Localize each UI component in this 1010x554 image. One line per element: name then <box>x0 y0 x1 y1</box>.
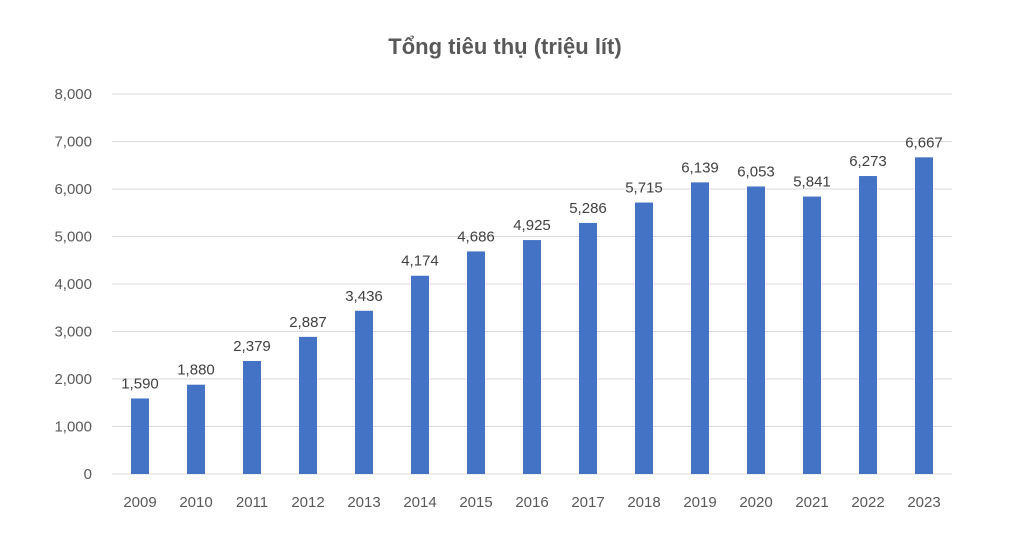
data-label-2012: 2,887 <box>289 314 327 331</box>
y-tick-label: 6,000 <box>54 181 92 198</box>
bar-2018 <box>635 202 653 474</box>
bar-2013 <box>355 310 373 474</box>
x-tick-label-2023: 2023 <box>907 494 940 511</box>
x-tick-label-2016: 2016 <box>515 494 548 511</box>
x-tick-label-2012: 2012 <box>291 494 324 511</box>
data-label-2018: 5,715 <box>625 180 663 197</box>
bar-2017 <box>579 222 597 474</box>
y-tick-label: 0 <box>84 466 92 483</box>
x-tick-label-2010: 2010 <box>179 494 212 511</box>
data-label-2011: 2,379 <box>233 338 271 355</box>
data-label-2013: 3,436 <box>345 288 383 305</box>
y-axis-ticks: 0 1,000 2,000 3,000 4,000 5,000 6,000 7,000 8,00… <box>54 86 92 483</box>
y-tick-label: 7,000 <box>54 134 92 151</box>
x-tick-label-2013: 2013 <box>347 494 380 511</box>
y-tick-label: 2,000 <box>54 371 92 388</box>
chart-title: Tổng tiêu thụ (triệu lít) <box>388 34 621 59</box>
y-tick-label: 1,000 <box>54 419 92 436</box>
x-tick-label-2020: 2020 <box>739 494 772 511</box>
data-label-2022: 6,273 <box>849 153 887 170</box>
x-tick-label-2021: 2021 <box>795 494 828 511</box>
bar-2010 <box>187 384 205 474</box>
bar-2012 <box>299 336 317 474</box>
data-label-2009: 1,590 <box>121 375 159 392</box>
x-tick-label-2011: 2011 <box>236 494 268 511</box>
y-tick-label: 8,000 <box>54 86 92 103</box>
data-labels: 1,590 1,880 2,379 2,887 3,436 4,174 4,686 4,925… <box>121 134 943 392</box>
bar-2022 <box>859 176 877 474</box>
x-tick-label-2015: 2015 <box>459 494 492 511</box>
data-label-2019: 6,139 <box>681 159 719 176</box>
x-tick-label-2022: 2022 <box>851 494 884 511</box>
data-label-2016: 4,925 <box>513 217 551 234</box>
bar-2009 <box>131 398 149 474</box>
y-tick-label: 4,000 <box>54 276 92 293</box>
data-label-2015: 4,686 <box>457 228 495 245</box>
x-tick-label-2014: 2014 <box>403 494 436 511</box>
data-label-2023: 6,667 <box>905 134 943 151</box>
data-label-2010: 1,880 <box>177 362 215 379</box>
bar-2015 <box>467 251 485 474</box>
x-tick-label-2009: 2009 <box>123 494 156 511</box>
x-axis-ticks: 2009 2010 2011 2012 2013 2014 2015 2016 2017 2018… <box>123 494 940 511</box>
data-label-2021: 5,841 <box>793 174 831 191</box>
bar-2019 <box>691 182 709 474</box>
data-label-2014: 4,174 <box>401 253 439 270</box>
x-tick-label-2019: 2019 <box>683 494 716 511</box>
x-tick-label-2018: 2018 <box>627 494 660 511</box>
bar-2016 <box>523 240 541 474</box>
bar-2011 <box>243 360 261 474</box>
data-label-2020: 6,053 <box>737 163 775 180</box>
data-label-2017: 5,286 <box>569 200 607 217</box>
bar-2023 <box>915 157 933 474</box>
bar-2014 <box>411 275 429 474</box>
y-tick-label: 3,000 <box>54 324 92 341</box>
bar-2020 <box>747 186 765 475</box>
y-tick-label: 5,000 <box>54 229 92 246</box>
bar-2021 <box>803 196 821 475</box>
x-tick-label-2017: 2017 <box>571 494 604 511</box>
bars <box>131 157 933 475</box>
